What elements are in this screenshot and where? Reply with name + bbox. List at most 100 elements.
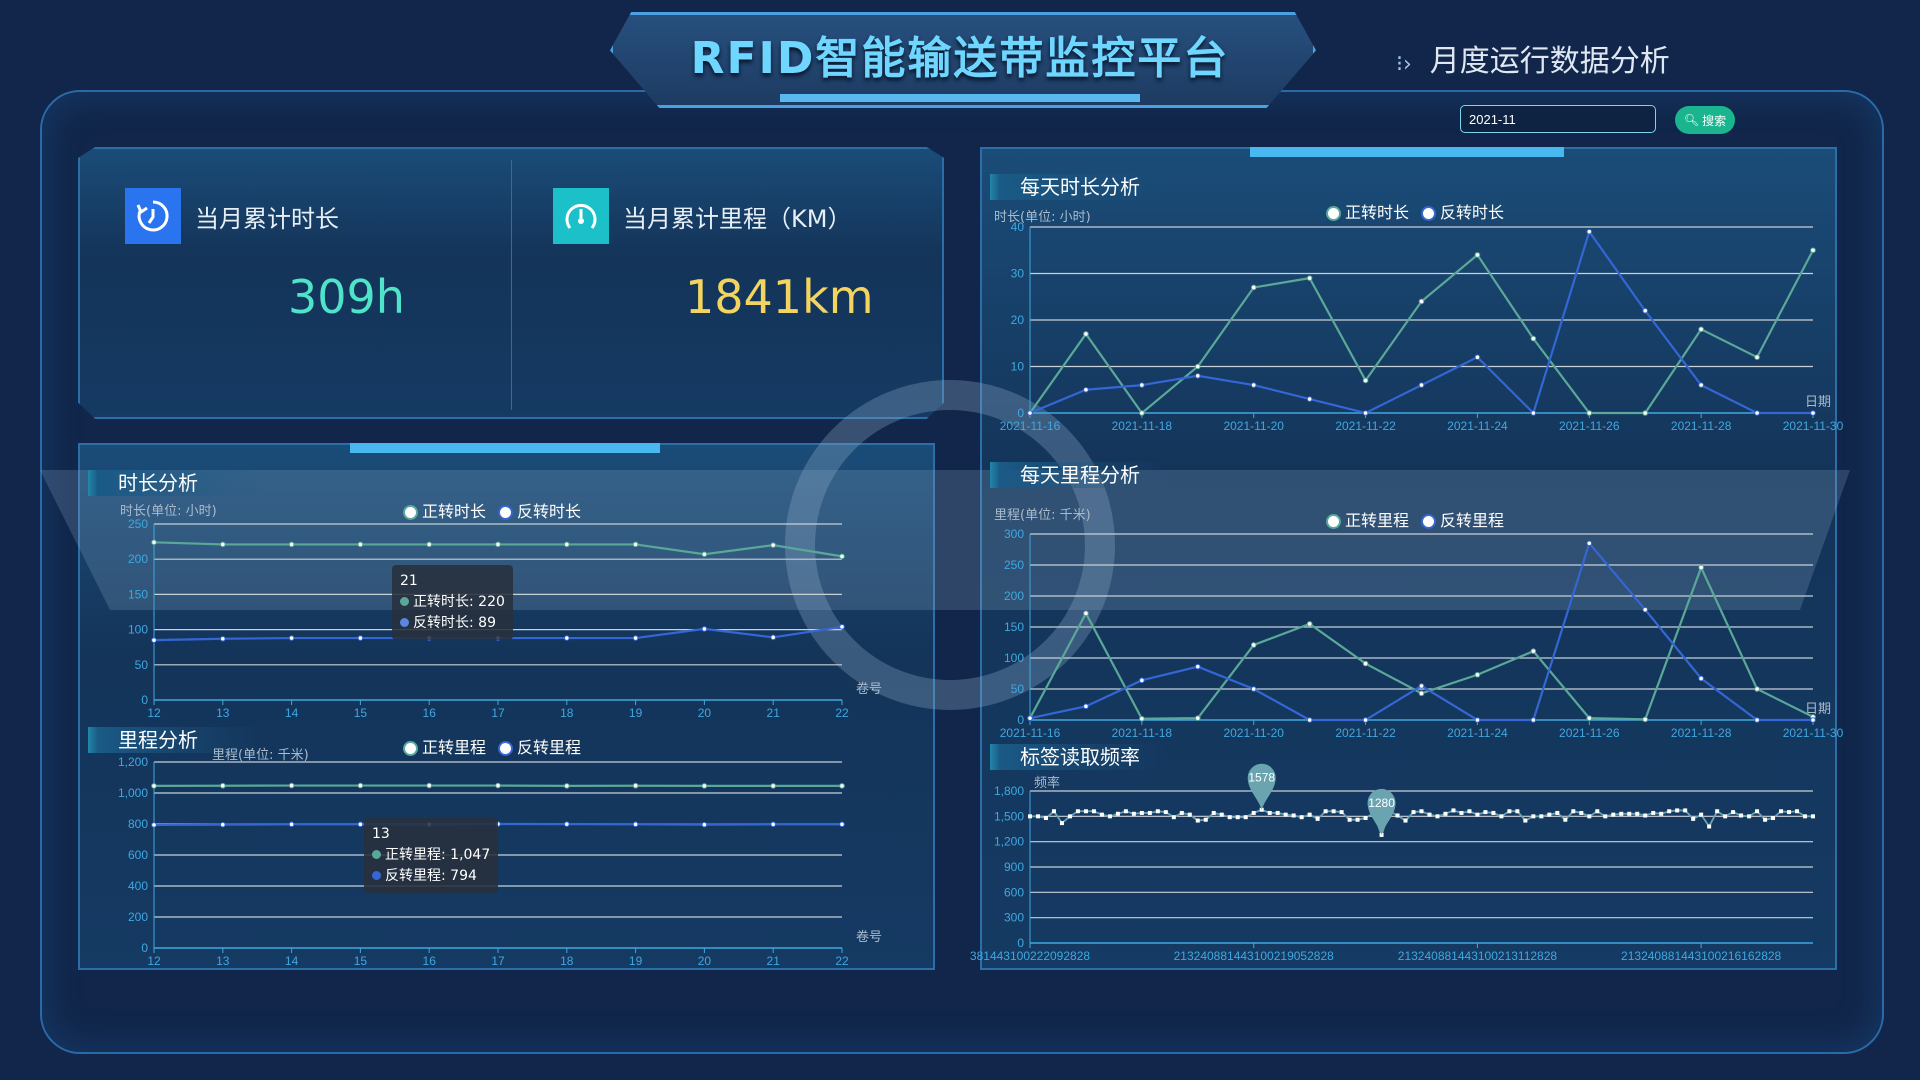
chart-tag-frequency: 0 300 600 900 1,200 1,500 1,800 381443100222092… bbox=[970, 763, 1815, 963]
y-tick-label: 150 bbox=[128, 587, 148, 601]
data-point bbox=[1803, 814, 1808, 819]
data-point bbox=[220, 782, 226, 789]
tooltip-title: 13 bbox=[372, 826, 390, 842]
data-point bbox=[1059, 821, 1064, 826]
y-tick-label: 1,800 bbox=[994, 784, 1024, 798]
tooltip-row: 正转时长: 220 bbox=[413, 594, 505, 610]
y-tick-label: 900 bbox=[1004, 860, 1024, 874]
data-point bbox=[1250, 382, 1257, 388]
data-point bbox=[1755, 809, 1760, 814]
data-point bbox=[1418, 298, 1425, 305]
x-axis-name: 卷号 bbox=[856, 930, 883, 945]
data-point bbox=[1539, 814, 1544, 819]
y-tick-label: 400 bbox=[128, 879, 148, 893]
x-tick-label: 14 bbox=[285, 706, 299, 720]
x-tick-label: 2021-11-28 bbox=[1671, 726, 1732, 740]
data-point bbox=[1530, 410, 1537, 416]
data-point bbox=[1083, 610, 1089, 617]
data-point bbox=[1427, 812, 1432, 817]
x-tick-label: 2021-11-18 bbox=[1112, 726, 1173, 740]
search-icon: 🔍︎ bbox=[1683, 113, 1700, 127]
x-tick-label: 20 bbox=[698, 706, 712, 720]
dots-chevron-icon: ⁝› bbox=[1396, 52, 1412, 77]
data-point bbox=[426, 782, 433, 789]
data-point bbox=[1530, 335, 1537, 342]
data-point bbox=[1283, 812, 1288, 817]
y-tick-label: 0 bbox=[141, 693, 148, 707]
data-point bbox=[1651, 810, 1656, 815]
data-point bbox=[1306, 717, 1313, 723]
x-tick-label: 2021-11-20 bbox=[1223, 419, 1284, 433]
series-line-frequency bbox=[1030, 808, 1813, 838]
legend-item-reverse[interactable]: 反转时长 bbox=[500, 498, 581, 522]
y-tick-label: 1,500 bbox=[994, 809, 1024, 823]
x-tick-label: 2021-11-30 bbox=[1783, 726, 1844, 740]
search-button[interactable]: 🔍︎ 搜索 bbox=[1675, 106, 1735, 134]
data-point bbox=[632, 541, 639, 548]
data-point bbox=[701, 783, 708, 789]
data-point bbox=[839, 783, 845, 789]
data-point bbox=[1771, 816, 1776, 821]
x-axis-name: 卷号 bbox=[856, 682, 883, 697]
legend-item-reverse[interactable]: 反转时长 bbox=[1423, 199, 1504, 223]
data-point bbox=[1075, 809, 1080, 814]
legend-item-forward[interactable]: 正转时长 bbox=[1328, 199, 1409, 223]
right-chart-panel bbox=[980, 147, 1837, 970]
data-point bbox=[1467, 809, 1472, 814]
left-panel-tab bbox=[350, 443, 660, 453]
x-tick-label: 12 bbox=[147, 706, 161, 720]
data-point bbox=[1530, 717, 1537, 723]
y-tick-label: 200 bbox=[1004, 589, 1024, 603]
data-point bbox=[495, 782, 501, 789]
legend-item-forward[interactable]: 正转里程 bbox=[405, 734, 486, 758]
legend-item-forward[interactable]: 正转时长 bbox=[405, 498, 486, 522]
data-point bbox=[1115, 811, 1120, 816]
x-tick-label: 21 bbox=[767, 706, 781, 720]
data-point bbox=[1474, 354, 1481, 361]
data-point bbox=[1091, 809, 1096, 814]
x-tick-label: 2021-11-30 bbox=[1783, 419, 1844, 433]
data-point bbox=[770, 783, 777, 789]
data-point bbox=[1251, 810, 1256, 815]
month-search-input[interactable] bbox=[1460, 105, 1656, 133]
y-axis-name: 时长(单位: 小时) bbox=[120, 504, 217, 519]
data-point bbox=[1194, 373, 1201, 379]
x-tick-label: 17 bbox=[491, 706, 505, 720]
data-point bbox=[1667, 809, 1672, 814]
data-point bbox=[1028, 814, 1032, 819]
data-point bbox=[1250, 642, 1257, 648]
data-point bbox=[1194, 663, 1201, 670]
data-point bbox=[1586, 410, 1593, 416]
legend-daily-duration: 正转时长 反转时长 bbox=[1328, 199, 1504, 223]
data-point bbox=[1027, 715, 1033, 721]
data-point bbox=[1587, 814, 1592, 819]
data-point bbox=[1643, 813, 1648, 818]
x-tick-label: 213240881443100213112828 bbox=[1398, 949, 1558, 963]
data-point bbox=[1474, 671, 1481, 678]
page-title: RFID智能输送带监控平台 bbox=[690, 33, 1230, 84]
legend-item-reverse[interactable]: 反转里程 bbox=[1423, 507, 1504, 531]
series-line-forward bbox=[1029, 249, 1814, 415]
subtitle-text: 月度运行数据分析 bbox=[1429, 44, 1670, 79]
speedometer-icon bbox=[553, 188, 609, 244]
data-point bbox=[1194, 715, 1201, 721]
legend-item-forward[interactable]: 正转里程 bbox=[1328, 507, 1409, 531]
y-tick-label: 0 bbox=[1017, 936, 1024, 950]
data-point bbox=[1275, 810, 1280, 815]
data-point bbox=[1139, 810, 1144, 815]
data-point bbox=[151, 822, 157, 828]
data-point bbox=[1418, 683, 1425, 689]
legend-item-reverse[interactable]: 反转里程 bbox=[500, 734, 581, 758]
y-tick-label: 50 bbox=[1011, 682, 1025, 696]
clock-rotate-icon bbox=[125, 188, 181, 244]
data-point bbox=[1419, 809, 1424, 814]
y-tick-label: 800 bbox=[128, 817, 148, 831]
y-axis-name: 频率 bbox=[1034, 776, 1061, 791]
y-tick-label: 100 bbox=[128, 623, 148, 637]
data-point bbox=[1315, 816, 1320, 821]
data-point bbox=[1027, 410, 1033, 416]
data-point bbox=[151, 539, 157, 546]
data-point bbox=[288, 821, 295, 828]
data-point bbox=[1698, 326, 1704, 333]
data-point bbox=[1754, 686, 1760, 692]
